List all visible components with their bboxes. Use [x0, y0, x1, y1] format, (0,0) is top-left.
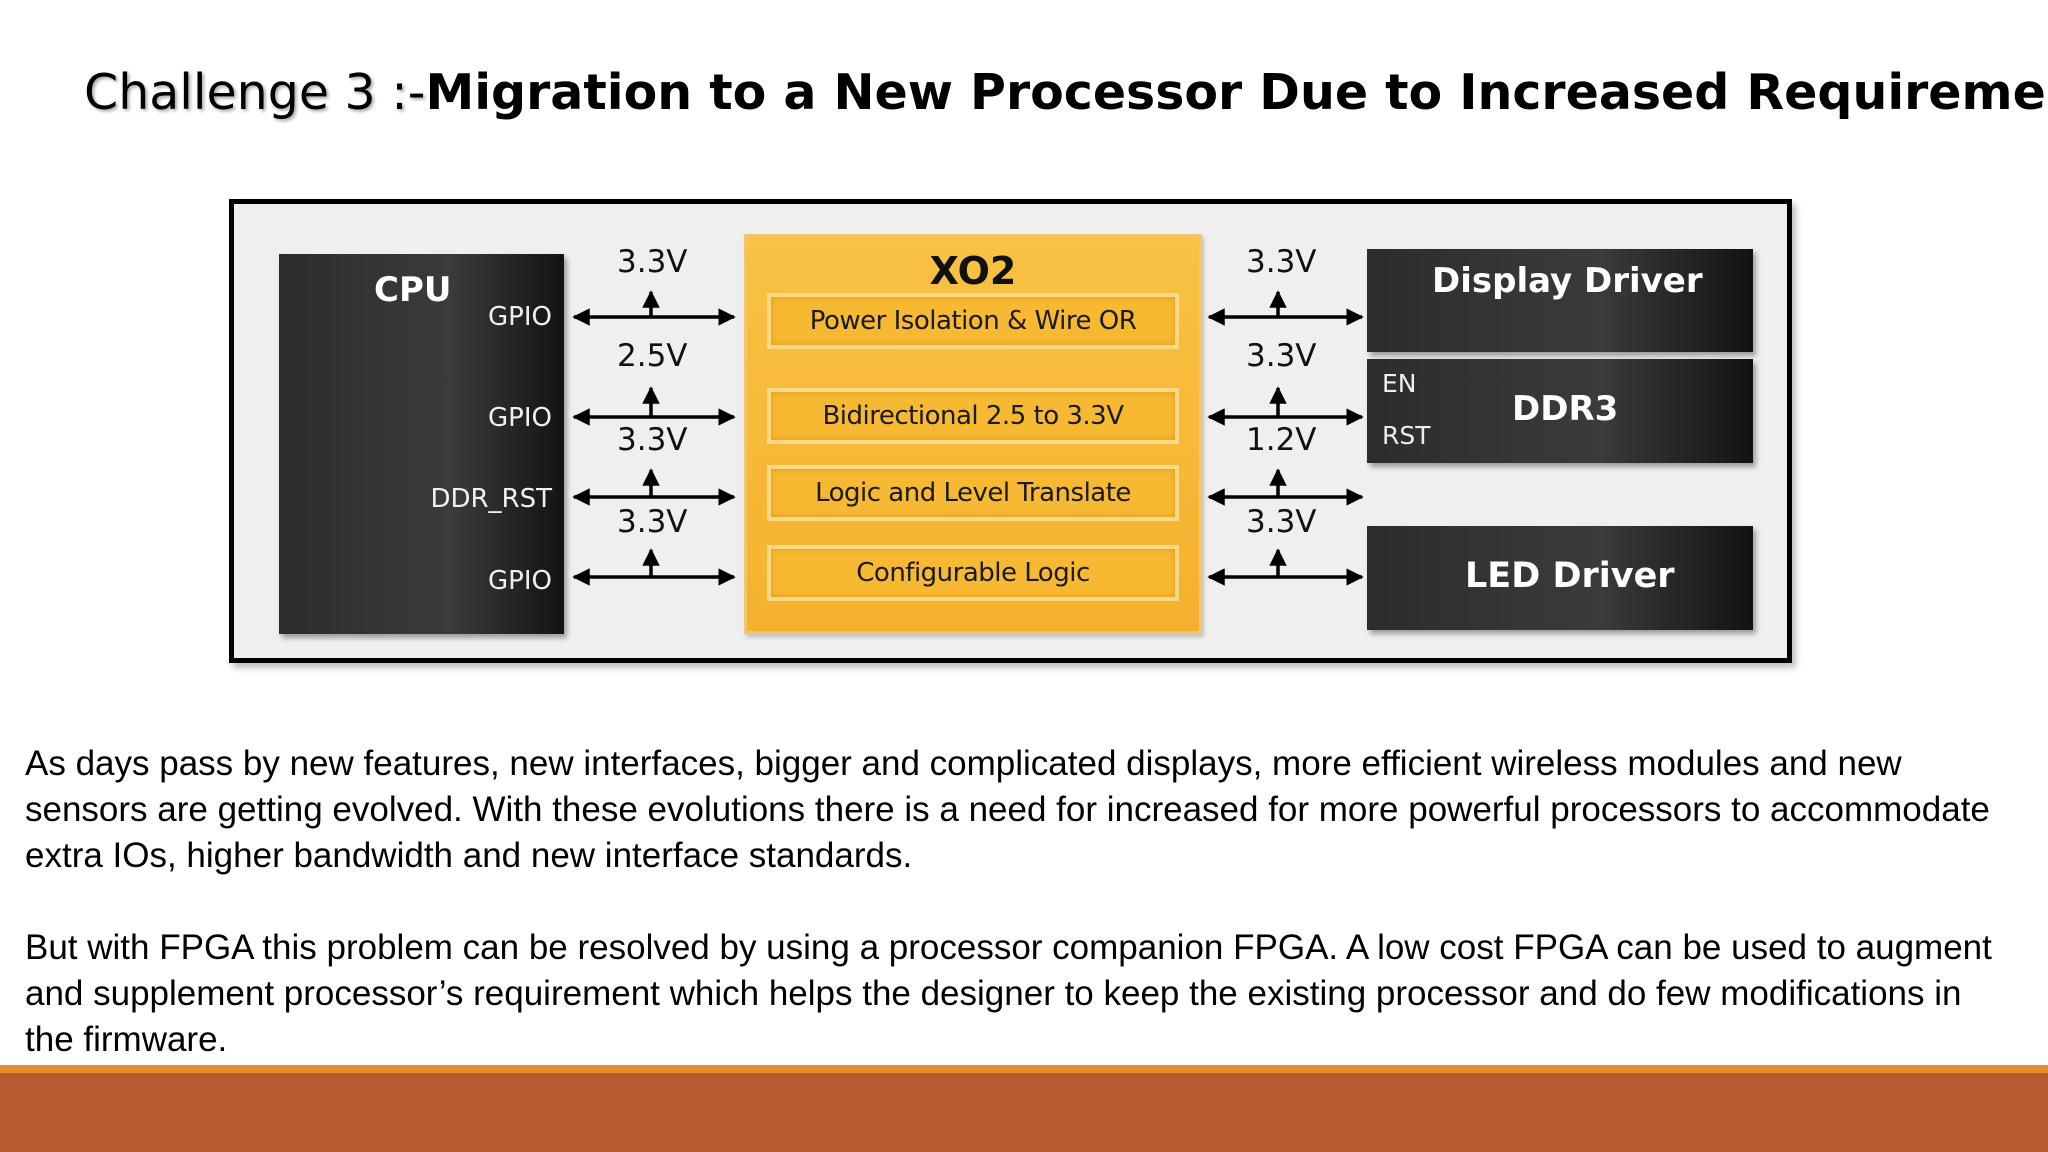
right-voltage-3: 1.2V [1246, 422, 1317, 458]
led-driver-title: LED Driver [1465, 556, 1675, 596]
xo2-title: XO2 [929, 249, 1017, 293]
display-driver-title: Display Driver [1432, 261, 1703, 301]
left-voltage-1: 3.3V [617, 244, 688, 280]
paragraph-1: As days pass by new features, new interf… [25, 744, 1990, 875]
footer-bar [0, 1073, 2048, 1152]
slide-title: Challenge 3 :-Migration to a New Process… [84, 58, 2048, 128]
slide-title-prefix: Challenge 3 :- [84, 64, 426, 121]
xo2-power-isolation: Power Isolation & Wire OR [767, 293, 1179, 349]
led-driver-block: LED Driver [1367, 526, 1753, 630]
left-voltage-3: 3.3V [617, 422, 688, 458]
cpu-pin-ddr-rst: DDR_RST [430, 484, 552, 514]
ddr3-block: EN RST DDR3 [1367, 359, 1753, 463]
right-voltage-2: 3.3V [1246, 338, 1317, 374]
block-diagram: CPU GPIO GPIO DDR_RST GPIO 3.3V 2.5V 3.3… [229, 199, 1792, 663]
right-voltage-4: 3.3V [1246, 504, 1317, 540]
left-voltage-4: 3.3V [617, 504, 688, 540]
right-voltage-1: 3.3V [1246, 244, 1317, 280]
ddr3-pin-rst: RST [1382, 421, 1431, 450]
xo2-logic-level-translate: Logic and Level Translate [767, 465, 1179, 521]
left-voltage-2: 2.5V [617, 338, 688, 374]
cpu-block: CPU GPIO GPIO DDR_RST GPIO [279, 254, 564, 634]
paragraph-2: But with FPGA this problem can be resolv… [25, 928, 1992, 1059]
xo2-block: XO2 Power Isolation & Wire OR Bidirectio… [744, 234, 1202, 634]
signal-arrows [572, 290, 1364, 586]
xo2-configurable-logic: Configurable Logic [767, 545, 1179, 601]
ddr3-pin-en: EN [1382, 369, 1417, 398]
cpu-pin-gpio-1: GPIO [488, 302, 552, 332]
display-driver-block: Display Driver [1367, 249, 1753, 352]
cpu-pin-gpio-2: GPIO [488, 403, 552, 433]
footer-accent-line [0, 1065, 2048, 1073]
cpu-title: CPU [374, 270, 452, 310]
xo2-bidirectional: Bidirectional 2.5 to 3.3V [767, 388, 1179, 444]
ddr3-title: DDR3 [1512, 389, 1619, 429]
cpu-pin-gpio-3: GPIO [488, 566, 552, 596]
slide-title-main: Migration to a New Processor Due to Incr… [425, 64, 2048, 121]
